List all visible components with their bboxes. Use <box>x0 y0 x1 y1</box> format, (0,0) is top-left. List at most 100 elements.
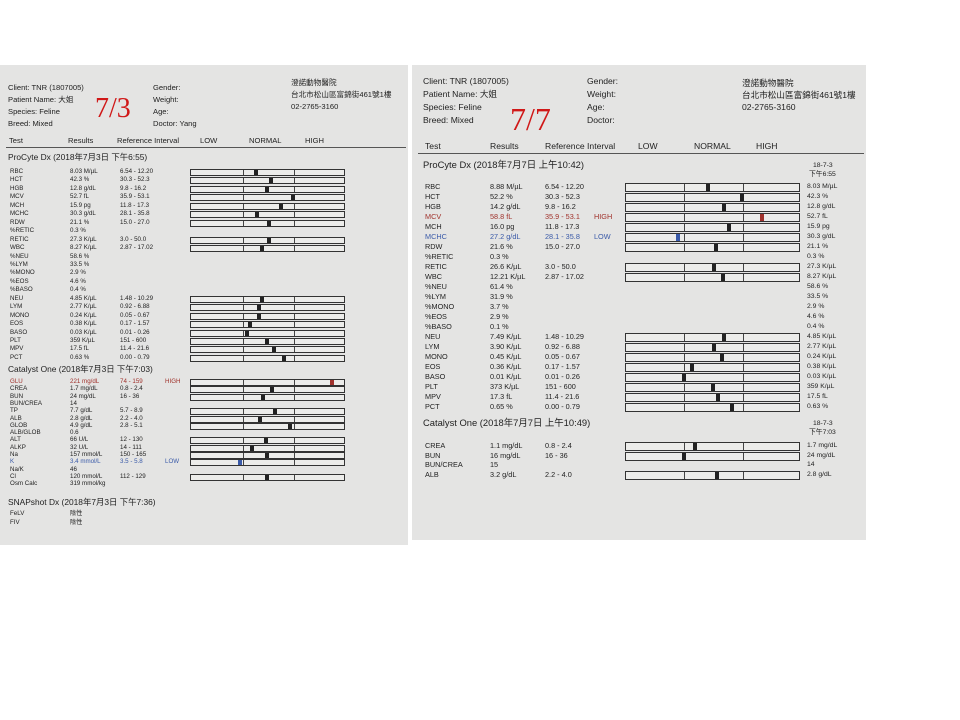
range-divider <box>294 438 296 444</box>
test-name: RDW <box>425 242 443 251</box>
reference-interval: 15.0 - 27.0 <box>545 242 580 251</box>
test-result: 33.5 % <box>70 260 90 268</box>
info-weight: Weight: <box>153 95 179 104</box>
result-marker <box>726 224 731 231</box>
test-name: HGB <box>10 184 24 192</box>
test-result: 16 mg/dL <box>490 450 521 460</box>
result-marker <box>675 234 680 241</box>
previous-result: 0.03 K/µL <box>807 373 837 380</box>
range-divider <box>742 364 744 371</box>
column-header-high: HIGH <box>756 141 778 151</box>
reference-interval: 16 - 36 <box>545 450 568 460</box>
reference-interval: 35.9 - 53.1 <box>120 193 150 201</box>
test-result: 陰性 <box>70 518 83 526</box>
range-divider <box>742 344 744 351</box>
test-result: 4.85 K/µL <box>70 294 97 302</box>
reference-interval: 11.8 - 17.3 <box>120 201 150 209</box>
result-range-bar <box>190 354 345 362</box>
reference-interval: 35.9 - 53.1 <box>545 212 580 221</box>
hospital-info: 澄諾動物醫院 <box>291 78 337 87</box>
column-header-normal: NORMAL <box>249 136 282 145</box>
range-divider <box>684 334 686 341</box>
hospital-info: 02-2765-3160 <box>291 102 339 111</box>
test-name: %BASO <box>10 286 33 294</box>
range-divider <box>242 438 244 444</box>
test-name: EOS <box>425 362 441 371</box>
range-divider <box>294 203 296 209</box>
result-marker <box>682 374 687 381</box>
result-marker <box>693 443 698 450</box>
test-result: 0.4 % <box>70 286 86 294</box>
range-divider <box>294 330 296 336</box>
result-marker <box>256 305 261 311</box>
result-range-bar <box>190 473 345 481</box>
info-age: Age: <box>153 107 169 116</box>
result-range-bar <box>625 223 800 232</box>
result-marker <box>254 170 259 175</box>
previous-result: 12.8 g/dL <box>807 203 836 210</box>
reference-interval: 1.48 - 10.29 <box>120 294 154 302</box>
handwritten-date: 7/3 <box>95 93 131 124</box>
reference-interval: 0.05 - 0.67 <box>545 352 580 361</box>
abnormal-flag: HIGH <box>165 378 181 385</box>
test-result: 3.4 mmol/L <box>70 458 101 466</box>
range-divider <box>742 384 744 391</box>
test-result: 32 U/L <box>70 443 89 451</box>
result-range-bar <box>190 194 345 202</box>
info-gender: Gender: <box>587 76 619 86</box>
test-result: 3.2 g/dL <box>490 470 517 480</box>
test-result: 1.7 mg/dL <box>70 385 98 393</box>
test-result: 66 U/L <box>70 436 89 444</box>
header-rule <box>418 153 864 154</box>
range-divider <box>294 394 296 400</box>
result-marker <box>238 460 243 466</box>
result-marker <box>714 244 719 251</box>
range-divider <box>684 224 686 231</box>
test-result: 0.3 % <box>490 252 509 261</box>
result-marker <box>244 330 249 336</box>
range-divider <box>294 305 296 311</box>
test-name: BASO <box>425 372 446 381</box>
range-divider <box>294 339 296 344</box>
test-name: ALT <box>10 436 21 444</box>
previous-result: 0.63 % <box>807 403 829 410</box>
result-marker <box>716 394 721 401</box>
test-result: 157 mmol/L <box>70 451 103 458</box>
abnormal-flag: HIGH <box>594 212 613 221</box>
range-divider <box>242 195 244 201</box>
result-range-bar <box>625 471 800 481</box>
reference-interval: 112 - 129 <box>120 472 146 480</box>
range-divider <box>294 170 296 175</box>
test-name: CREA <box>425 441 446 450</box>
test-result: 14 <box>70 399 77 407</box>
test-name: HCT <box>10 176 23 184</box>
test-name: EOS <box>10 320 24 328</box>
range-divider <box>242 313 244 319</box>
test-result: 17.3 fL <box>490 392 513 401</box>
section-title: Catalyst One (2018年7月3日 下午7:03) <box>8 364 153 374</box>
previous-result: 2.8 g/dL <box>807 471 832 479</box>
column-header-test: Test <box>9 136 23 145</box>
range-divider <box>684 384 686 391</box>
hospital-info: 澄諾動物醫院 <box>742 78 794 88</box>
test-result: 0.6 <box>70 429 79 437</box>
result-marker <box>264 438 269 444</box>
result-range-bar <box>625 393 800 402</box>
test-result: 1.1 mg/dL <box>490 441 523 450</box>
test-name: MCH <box>10 201 25 209</box>
reference-interval: 6.54 - 12.20 <box>545 182 584 191</box>
test-result: 0.01 K/µL <box>490 372 522 381</box>
test-name: %MONO <box>10 269 35 277</box>
range-divider <box>242 355 244 361</box>
range-divider <box>742 334 744 341</box>
test-result: 2.77 K/µL <box>70 303 97 311</box>
result-range-bar <box>190 408 345 416</box>
previous-result: 0.3 % <box>807 253 825 260</box>
range-divider <box>684 204 686 211</box>
result-range-bar <box>190 321 345 329</box>
test-name: Na/K <box>10 465 24 473</box>
test-name: MCH <box>425 222 442 231</box>
range-divider <box>242 460 244 466</box>
test-result: 7.49 K/µL <box>490 332 522 341</box>
previous-result: 30.3 g/dL <box>807 233 836 240</box>
